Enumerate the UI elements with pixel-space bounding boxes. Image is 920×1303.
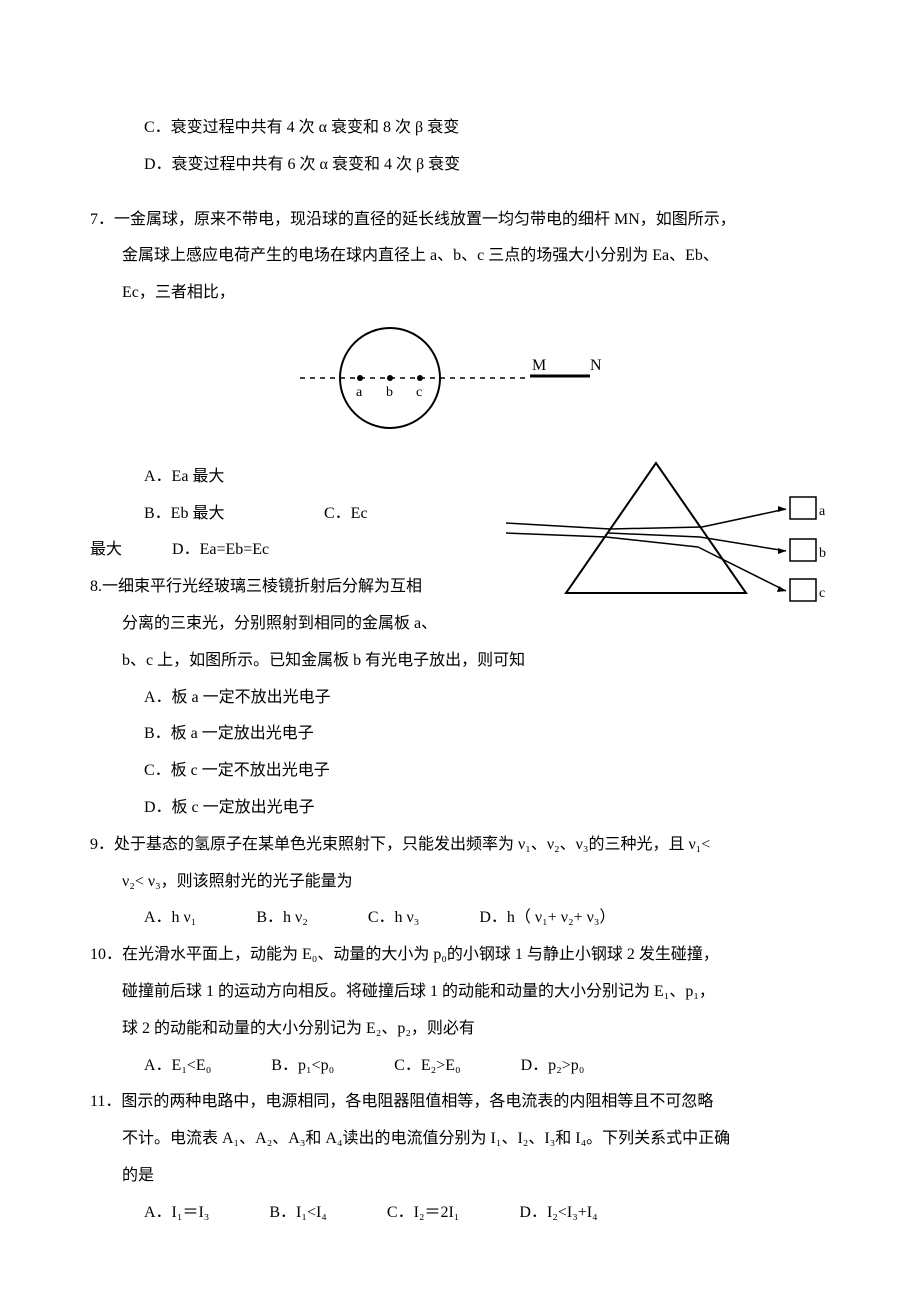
q11-stem-line3: 的是 xyxy=(122,1158,830,1195)
q11-option-c: C．I₂＝2I₁ xyxy=(387,1204,460,1221)
q7-label-b: b xyxy=(386,385,393,400)
q9-option-a: A．h ν₁ xyxy=(144,909,196,926)
q8-option-a: A．板 a 一定不放出光电子 xyxy=(144,680,830,717)
q6-option-c: C．衰变过程中共有 4 次 α 衰变和 8 次 β 衰变 xyxy=(144,110,830,147)
q10-stem-line3: 球 2 的动能和动量的大小分别记为 E₂、p₂，则必有 xyxy=(122,1011,830,1048)
q9-block: 9．处于基态的氢原子在某单色光束照射下，只能发出频率为 ν₁、ν₂、ν₃的三种光… xyxy=(90,827,830,937)
q10-block: 10．在光滑水平面上，动能为 E₀、动量的大小为 p₀的小钢球 1 与静止小钢球… xyxy=(90,937,830,1084)
q8-figure: a b c xyxy=(506,453,826,638)
q9-stem-line2: ν₂< ν₃，则该照射光的光子能量为 xyxy=(122,864,830,901)
q7-option-d: D．Ea=Eb=Ec xyxy=(172,541,269,558)
q7-label-c: c xyxy=(416,385,422,400)
q7-stem-line3: Ec，三者相比， xyxy=(122,275,830,312)
q8-label-c: c xyxy=(819,586,825,601)
q10-option-a: A．E₁<E₀ xyxy=(144,1057,211,1074)
q7-stem-line1: 7．一金属球，原来不带电，现沿球的直径的延长线放置一均匀带电的细杆 MN，如图所… xyxy=(90,202,830,239)
q9-option-d: D．h（ ν₁+ ν₂+ ν₃） xyxy=(479,909,615,926)
q10-stem-line1: 10．在光滑水平面上，动能为 E₀、动量的大小为 p₀的小钢球 1 与静止小钢球… xyxy=(90,937,830,974)
q7-label-a: a xyxy=(356,385,363,400)
q11-options: A．I₁＝I₃ B．I₁<I₄ C．I₂＝2I₁ D．I₂<I₃+I₄ xyxy=(144,1195,830,1232)
q8-option-c: C．板 c 一定不放出光电子 xyxy=(144,753,830,790)
q6-option-d: D．衰变过程中共有 6 次 α 衰变和 4 次 β 衰变 xyxy=(144,147,830,184)
q7-stem-line2: 金属球上感应电荷产生的电场在球内直径上 a、b、c 三点的场强大小分别为 Ea、… xyxy=(122,238,830,275)
q8-option-b: B．板 a 一定放出光电子 xyxy=(144,716,830,753)
q11-stem-line2: 不计。电流表 A₁、A₂、A₃和 A₄读出的电流值分别为 I₁、I₂、I₃和 I… xyxy=(122,1121,830,1158)
q10-options: A．E₁<E₀ B．p₁<p₀ C．E₂>E₀ D．p₂>p₀ xyxy=(144,1048,830,1085)
q9-options: A．h ν₁ B．h ν₂ C．h ν₃ D．h（ ν₁+ ν₂+ ν₃） xyxy=(144,900,830,937)
q8-stem-line3: b、c 上，如图所示。已知金属板 b 有光电子放出，则可知 xyxy=(122,643,830,680)
q7-option-a: A．Ea 最大 xyxy=(144,459,324,496)
q11-stem-line1: 11．图示的两种电路中，电源相同，各电阻器阻值相等，各电流表的内阻相等且不可忽略 xyxy=(90,1084,830,1121)
q10-stem-line2: 碰撞前后球 1 的运动方向相反。将碰撞后球 1 的动能和动量的大小分别记为 E₁… xyxy=(122,974,830,1011)
q10-option-b: B．p₁<p₀ xyxy=(271,1057,334,1074)
q11-block: 11．图示的两种电路中，电源相同，各电阻器阻值相等，各电流表的内阻相等且不可忽略… xyxy=(90,1084,830,1231)
q7-option-b: B．Eb 最大 xyxy=(144,496,324,533)
q7-label-N: N xyxy=(590,357,602,374)
q8-label-a: a xyxy=(819,504,826,519)
q7-label-M: M xyxy=(532,357,546,374)
q10-option-d: D．p₂>p₀ xyxy=(521,1057,585,1074)
q9-option-c: C．h ν₃ xyxy=(368,909,420,926)
q11-option-b: B．I₁<I₄ xyxy=(269,1204,327,1221)
q8-option-d: D．板 c 一定放出光电子 xyxy=(144,790,830,827)
q8-label-b: b xyxy=(819,546,826,561)
q7-options: A．Ea 最大 B．Eb 最大 C．Ec xyxy=(144,459,496,533)
q9-stem-line1: 9．处于基态的氢原子在某单色光束照射下，只能发出频率为 ν₁、ν₂、ν₃的三种光… xyxy=(90,827,830,864)
q9-option-b: B．h ν₂ xyxy=(256,909,308,926)
q7-block: 7．一金属球，原来不带电，现沿球的直径的延长线放置一均匀带电的细杆 MN，如图所… xyxy=(90,202,830,570)
q10-option-c: C．E₂>E₀ xyxy=(394,1057,460,1074)
q7-figure: a b c M N xyxy=(90,318,830,453)
q11-option-d: D．I₂<I₃+I₄ xyxy=(519,1204,597,1221)
q7-option-c-tail: 最大 xyxy=(90,541,122,558)
q11-option-a: A．I₁＝I₃ xyxy=(144,1204,209,1221)
q7-option-c-pre: C．Ec xyxy=(324,496,368,533)
